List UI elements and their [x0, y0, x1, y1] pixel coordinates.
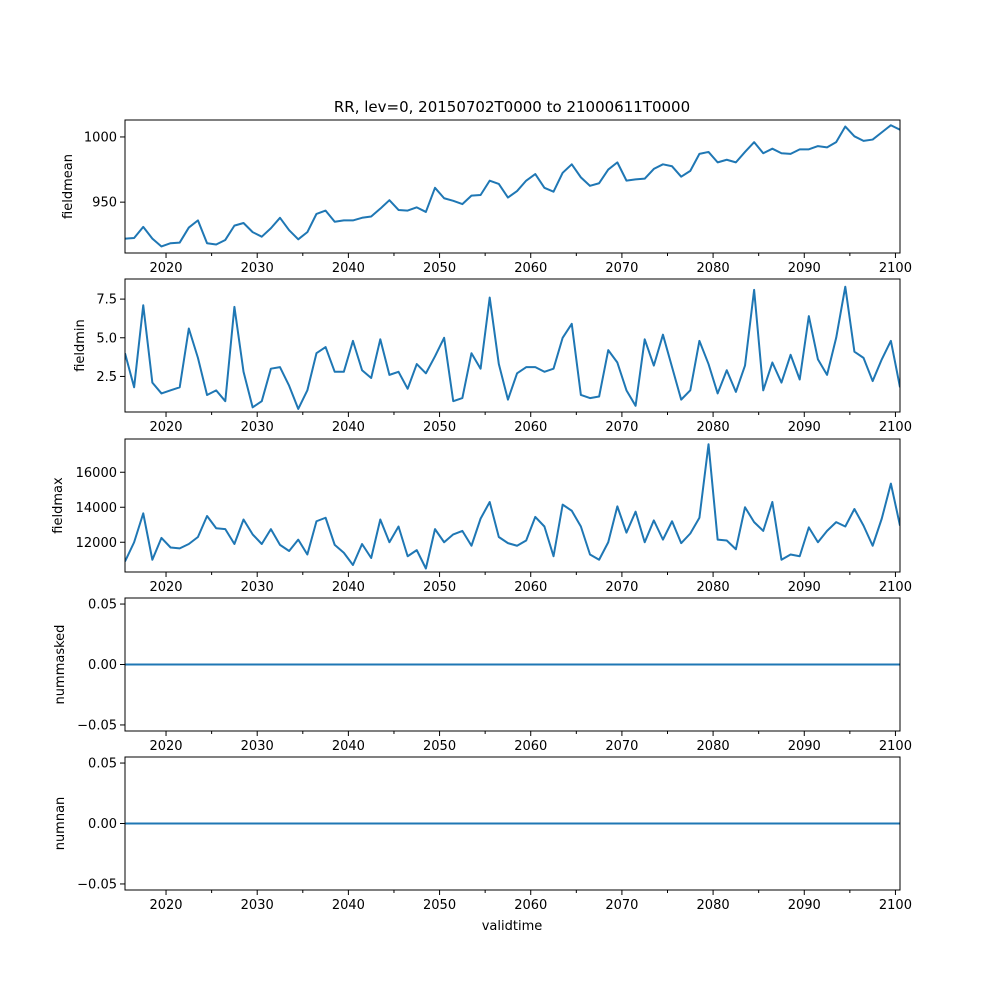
- x-tick-label: 2060: [514, 420, 547, 435]
- y-tick-label: 0.00: [88, 817, 117, 832]
- y-axis-label: numnan: [53, 797, 68, 851]
- x-tick-label: 2030: [241, 739, 274, 754]
- y-tick-label: −0.05: [77, 718, 117, 733]
- fieldmax-axes-frame: [124, 438, 901, 573]
- chart-title: RR, lev=0, 20150702T0000 to 21000611T000…: [334, 98, 690, 116]
- x-tick-label: 2050: [423, 261, 456, 276]
- panel-numnan: 2020 2030 2040 2050 2060 2070 2080 2090 2100 −0.0…: [53, 756, 912, 913]
- x-tick-label: 2020: [149, 420, 182, 435]
- x-tick-label: 2070: [605, 580, 638, 595]
- y-tick-label: 14000: [76, 501, 117, 516]
- x-tick-label: 2090: [788, 739, 821, 754]
- x-tick-label: 2030: [241, 420, 274, 435]
- y-axis-label: fieldmean: [61, 154, 76, 219]
- chart-panels: 2020 2030 2040 2050 2060 2070 2080 2090 2100 950 1…: [51, 119, 912, 913]
- y-axis-label: nummasked: [53, 625, 68, 705]
- x-tick-label: 2080: [697, 261, 730, 276]
- x-tick-label: 2080: [697, 898, 730, 913]
- x-tick-label: 2040: [332, 739, 365, 754]
- x-tick-label: 2020: [149, 898, 182, 913]
- x-tick-label: 2100: [879, 261, 912, 276]
- y-tick-label: 5.0: [96, 331, 117, 346]
- x-tick-label: 2030: [241, 261, 274, 276]
- x-tick-label: 2080: [697, 580, 730, 595]
- x-tick-label: 2050: [423, 580, 456, 595]
- x-tick-label: 2090: [788, 898, 821, 913]
- x-tick-label: 2100: [879, 898, 912, 913]
- fieldmean-series-line: [125, 124, 900, 248]
- y-tick-label: 0.05: [88, 598, 117, 613]
- x-tick-label: 2080: [697, 739, 730, 754]
- y-tick-label: 0.05: [88, 757, 117, 772]
- x-tick-label: 2040: [332, 580, 365, 595]
- x-tick-label: 2070: [605, 420, 638, 435]
- y-tick-label: −0.05: [77, 877, 117, 892]
- y-axis-label: fieldmin: [73, 319, 88, 372]
- y-axis-label: fieldmax: [51, 477, 66, 534]
- x-tick-label: 2050: [423, 739, 456, 754]
- x-tick-label: 2020: [149, 580, 182, 595]
- y-tick-label: 2.5: [96, 370, 117, 385]
- x-tick-label: 2090: [788, 580, 821, 595]
- x-tick-label: 2020: [149, 739, 182, 754]
- y-tick-label: 16000: [76, 466, 117, 481]
- x-tick-label: 2020: [149, 261, 182, 276]
- y-tick-label: 7.5: [96, 293, 117, 308]
- x-tick-label: 2060: [514, 580, 547, 595]
- panel-fieldmean: 2020 2030 2040 2050 2060 2070 2080 2090 2100 950 1…: [61, 119, 912, 276]
- y-tick-label: 12000: [76, 536, 117, 551]
- x-tick-label: 2050: [423, 898, 456, 913]
- x-tick-label: 2100: [879, 580, 912, 595]
- fieldmin-series-line: [125, 285, 900, 410]
- panel-nummasked: 2020 2030 2040 2050 2060 2070 2080 2090 2100 −0.0…: [53, 597, 912, 754]
- panel-fieldmin: 2020 2030 2040 2050 2060 2070 2080 2090 2100 2.5 5…: [73, 278, 912, 435]
- panel-fieldmax: 2020 2030 2040 2050 2060 2070 2080 2090 2100 1200…: [51, 438, 912, 595]
- x-tick-label: 2040: [332, 261, 365, 276]
- x-tick-label: 2040: [332, 898, 365, 913]
- y-tick-label: 950: [92, 196, 117, 211]
- x-tick-label: 2060: [514, 261, 547, 276]
- x-tick-label: 2030: [241, 898, 274, 913]
- x-tick-label: 2060: [514, 898, 547, 913]
- y-tick-label: 0.00: [88, 658, 117, 673]
- x-tick-label: 2090: [788, 420, 821, 435]
- x-tick-label: 2070: [605, 739, 638, 754]
- x-tick-label: 2040: [332, 420, 365, 435]
- x-axis-label: validtime: [482, 919, 543, 934]
- x-tick-label: 2050: [423, 420, 456, 435]
- x-tick-label: 2080: [697, 420, 730, 435]
- fieldmin-axes-frame: [124, 278, 901, 413]
- x-tick-label: 2100: [879, 420, 912, 435]
- x-tick-label: 2070: [605, 261, 638, 276]
- fieldmean-axes-frame: [124, 119, 901, 254]
- x-tick-label: 2060: [514, 739, 547, 754]
- fieldmax-series-line: [125, 443, 900, 570]
- x-tick-label: 2030: [241, 580, 274, 595]
- y-tick-label: 1000: [84, 130, 117, 145]
- x-tick-label: 2090: [788, 261, 821, 276]
- x-tick-label: 2070: [605, 898, 638, 913]
- x-tick-label: 2100: [879, 739, 912, 754]
